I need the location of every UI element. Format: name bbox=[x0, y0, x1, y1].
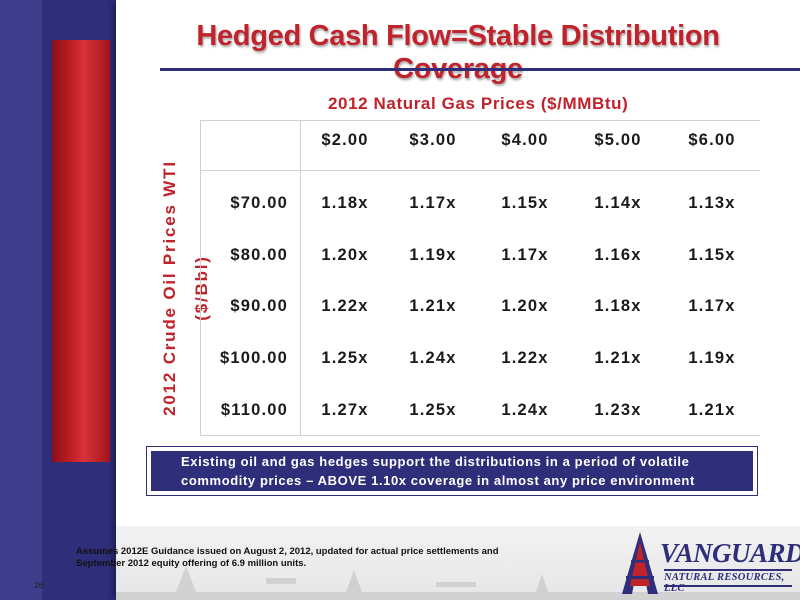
grid-line-bottom bbox=[200, 435, 760, 436]
coverage-cell: 1.20x bbox=[501, 297, 549, 315]
logo-wordmark: VANGUARD bbox=[660, 538, 800, 568]
title-underline bbox=[160, 68, 800, 71]
footnote-line2: September 2012 equity offering of 6.9 mi… bbox=[76, 558, 307, 569]
coverage-cell: 1.19x bbox=[688, 349, 736, 367]
derrick-icon bbox=[622, 532, 658, 594]
coverage-cell: 1.27x bbox=[321, 401, 369, 419]
coverage-cell: 1.21x bbox=[594, 349, 642, 367]
logo-rule-bottom bbox=[664, 585, 792, 587]
gas-price-col-5: $6.00 bbox=[688, 131, 736, 149]
oilfield-silhouette-graphic bbox=[116, 566, 800, 600]
grid-line-divider bbox=[300, 120, 301, 435]
grid-line-left bbox=[200, 120, 201, 435]
oil-price-row-1: $70.00 bbox=[230, 194, 288, 212]
coverage-cell: 1.21x bbox=[688, 401, 736, 419]
coverage-cell: 1.17x bbox=[501, 246, 549, 264]
coverage-cell: 1.25x bbox=[321, 349, 369, 367]
coverage-cell: 1.24x bbox=[501, 401, 549, 419]
coverage-cell: 1.21x bbox=[409, 297, 457, 315]
footnote-line1: Assumes 2012E Guidance issued on August … bbox=[76, 546, 499, 557]
coverage-cell: 1.18x bbox=[594, 297, 642, 315]
callout-line2: commodity prices – ABOVE 1.10x coverage … bbox=[181, 473, 695, 488]
gas-price-col-2: $3.00 bbox=[409, 131, 457, 149]
coverage-cell: 1.23x bbox=[594, 401, 642, 419]
callout-box: Existing oil and gas hedges support the … bbox=[146, 446, 758, 496]
coverage-cell: 1.13x bbox=[688, 194, 736, 212]
grid-line-top bbox=[200, 120, 760, 121]
oil-price-row-2: $80.00 bbox=[230, 246, 288, 264]
slide-title: Hedged Cash Flow=Stable Distribution Cov… bbox=[196, 20, 720, 85]
coverage-cell: 1.18x bbox=[321, 194, 369, 212]
logo-subtitle: NATURAL RESOURCES, LLC bbox=[664, 572, 785, 594]
coverage-cell: 1.22x bbox=[501, 349, 549, 367]
footer-strip bbox=[116, 526, 800, 600]
gas-price-col-4: $5.00 bbox=[594, 131, 642, 149]
vanguard-logo: VANGUARD NATURAL RESOURCES, LLC bbox=[618, 528, 800, 596]
callout-line1: Existing oil and gas hedges support the … bbox=[181, 454, 690, 469]
coverage-cell: 1.25x bbox=[409, 401, 457, 419]
callout-text: Existing oil and gas hedges support the … bbox=[151, 451, 753, 491]
oil-price-row-5: $110.00 bbox=[220, 401, 288, 419]
coverage-cell: 1.17x bbox=[409, 194, 457, 212]
oil-price-row-4: $100.00 bbox=[219, 349, 288, 367]
coverage-cell: 1.24x bbox=[409, 349, 457, 367]
footnote: Assumes 2012E Guidance issued on August … bbox=[76, 546, 596, 570]
left-navy-highlight bbox=[0, 0, 42, 600]
gas-price-col-1: $2.00 bbox=[321, 131, 369, 149]
logo-rule-top bbox=[664, 569, 792, 571]
coverage-cell: 1.22x bbox=[321, 297, 369, 315]
oil-header-line1: 2012 Crude Oil Prices WTI bbox=[160, 160, 179, 416]
coverage-cell: 1.20x bbox=[321, 246, 369, 264]
coverage-cell: 1.15x bbox=[688, 246, 736, 264]
page-number: 26 bbox=[34, 580, 44, 590]
coverage-cell: 1.16x bbox=[594, 246, 642, 264]
coverage-cell: 1.14x bbox=[594, 194, 642, 212]
coverage-cell: 1.17x bbox=[688, 297, 736, 315]
coverage-cell: 1.15x bbox=[501, 194, 549, 212]
oil-price-row-3: $90.00 bbox=[230, 297, 288, 315]
gas-price-col-3: $4.00 bbox=[501, 131, 549, 149]
gas-price-header: 2012 Natural Gas Prices ($/MMBtu) bbox=[328, 94, 629, 113]
left-red-band bbox=[52, 40, 110, 462]
grid-line-header bbox=[200, 170, 760, 171]
coverage-cell: 1.19x bbox=[409, 246, 457, 264]
slide-card bbox=[116, 0, 800, 600]
